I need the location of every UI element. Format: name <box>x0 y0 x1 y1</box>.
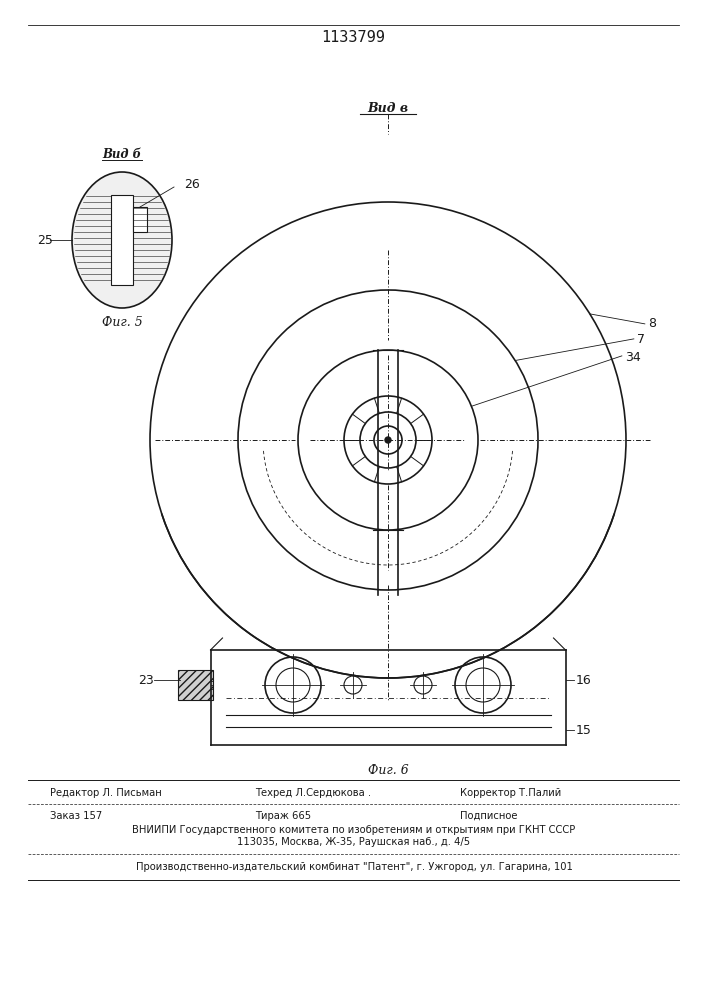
Ellipse shape <box>72 172 172 308</box>
Text: Заказ 157: Заказ 157 <box>50 811 103 821</box>
Text: 26: 26 <box>184 178 200 192</box>
Bar <box>111 195 133 285</box>
Text: Корректор Т.Палий: Корректор Т.Палий <box>460 788 561 798</box>
Text: Фиг. 6: Фиг. 6 <box>368 764 409 776</box>
Text: Редактор Л. Письман: Редактор Л. Письман <box>50 788 162 798</box>
Bar <box>177 670 213 700</box>
Text: Техред Л.Сердюкова .: Техред Л.Сердюкова . <box>255 788 371 798</box>
Text: 23: 23 <box>139 674 154 686</box>
Text: Вид б: Вид б <box>103 147 141 160</box>
Circle shape <box>385 437 391 443</box>
Text: 16: 16 <box>575 674 591 686</box>
Text: Подписное: Подписное <box>460 811 518 821</box>
Text: ВНИИПИ Государственного комитета по изобретениям и открытиям при ГКНТ СССР: ВНИИПИ Государственного комитета по изоб… <box>132 825 575 835</box>
Text: 7: 7 <box>637 333 645 346</box>
Text: 8: 8 <box>648 317 656 330</box>
Text: 25: 25 <box>37 233 53 246</box>
Text: Вид в: Вид в <box>368 102 409 114</box>
Text: Производственно-издательский комбинат "Патент", г. Ужгород, ул. Гагарина, 101: Производственно-издательский комбинат "П… <box>136 862 573 872</box>
Text: Тираж 665: Тираж 665 <box>255 811 311 821</box>
Bar <box>133 207 147 232</box>
Text: 1133799: 1133799 <box>321 30 385 45</box>
Text: 34: 34 <box>625 351 641 364</box>
Text: Фиг. 5: Фиг. 5 <box>102 316 142 328</box>
Text: 113035, Москва, Ж-35, Раушская наб., д. 4/5: 113035, Москва, Ж-35, Раушская наб., д. … <box>238 837 471 847</box>
Text: 15: 15 <box>575 724 591 736</box>
